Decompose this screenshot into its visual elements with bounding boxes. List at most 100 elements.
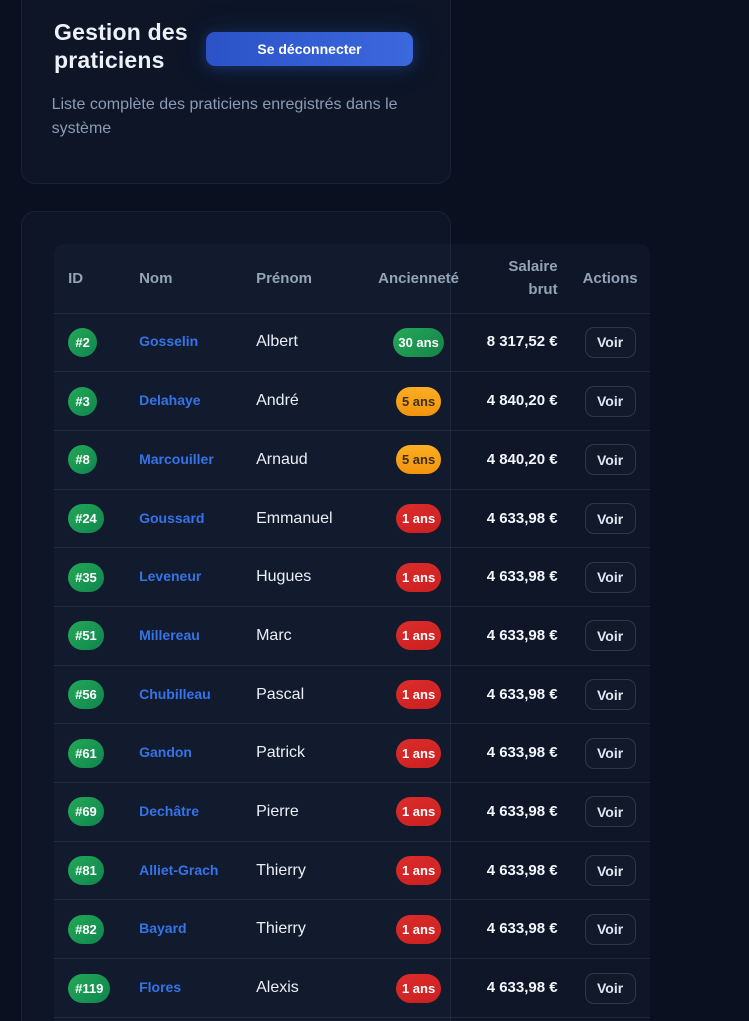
cell-id: #56 bbox=[54, 680, 125, 710]
cell-prenom: Marc bbox=[243, 627, 367, 645]
anciennete-badge: 30 ans bbox=[392, 327, 445, 357]
id-badge: #119 bbox=[68, 973, 111, 1003]
logout-button[interactable]: Se déconnecter bbox=[206, 32, 413, 66]
cell-nom: Goussard bbox=[125, 510, 243, 528]
cell-anciennete: 1 ans bbox=[367, 797, 471, 827]
table-row: #3 Delahaye André 5 ans 4 840,20 € Voir bbox=[53, 371, 650, 430]
salaire-text: 4 633,98 € bbox=[486, 568, 558, 586]
cell-salaire: 4 633,98 € bbox=[471, 920, 571, 938]
table-row-partial bbox=[53, 1016, 650, 1021]
practitioners-table: ID Nom Prénom Ancienneté Salaire brut Ac… bbox=[53, 244, 650, 1021]
nom-link[interactable]: Flores bbox=[139, 979, 182, 995]
page-title: Gestion des praticiens bbox=[54, 19, 188, 73]
prenom-text: André bbox=[256, 392, 299, 410]
prenom-text: Hugues bbox=[256, 568, 312, 586]
nom-link[interactable]: Goussard bbox=[139, 509, 205, 526]
table-row: #8 Marcouiller Arnaud 5 ans 4 840,20 € V… bbox=[53, 429, 650, 489]
salaire-text: 4 633,98 € bbox=[486, 979, 558, 996]
cell-id: #61 bbox=[54, 738, 125, 768]
voir-button[interactable]: Voir bbox=[584, 913, 636, 945]
cell-nom: Flores bbox=[125, 979, 243, 997]
cell-prenom: Pierre bbox=[243, 803, 367, 821]
prenom-text: Emmanuel bbox=[256, 509, 333, 527]
cell-salaire: 4 633,98 € bbox=[471, 803, 571, 821]
cell-anciennete: 1 ans bbox=[367, 973, 471, 1003]
anciennete-badge: 5 ans bbox=[396, 445, 441, 475]
prenom-text: Pascal bbox=[256, 685, 305, 703]
column-header-prenom: Prénom bbox=[256, 269, 312, 287]
anciennete-badge: 1 ans bbox=[396, 562, 441, 592]
nom-link[interactable]: Chubilleau bbox=[139, 685, 211, 702]
cell-salaire: 4 633,98 € bbox=[471, 510, 571, 528]
cell-id: #81 bbox=[54, 856, 125, 886]
cell-salaire: 8 317,52 € bbox=[471, 333, 571, 351]
cell-anciennete: 1 ans bbox=[367, 621, 471, 651]
voir-button[interactable]: Voir bbox=[584, 972, 636, 1004]
salaire-text: 8 317,52 € bbox=[486, 333, 558, 351]
nom-link[interactable]: Millereau bbox=[139, 626, 200, 643]
salaire-text: 4 633,98 € bbox=[486, 744, 558, 762]
nom-link[interactable]: Alliet-Grach bbox=[139, 861, 219, 878]
cell-prenom: Emmanuel bbox=[243, 510, 367, 528]
cell-actions: Voir bbox=[571, 385, 650, 417]
cell-nom: Millereau bbox=[125, 627, 243, 645]
nom-link[interactable]: Dechâtre bbox=[139, 802, 200, 819]
salaire-text: 4 633,98 € bbox=[486, 920, 558, 938]
voir-button[interactable]: Voir bbox=[584, 679, 636, 711]
voir-button[interactable]: Voir bbox=[584, 855, 636, 887]
cell-nom: Delahaye bbox=[125, 392, 243, 410]
table-row: #24 Goussard Emmanuel 1 ans 4 633,98 € V… bbox=[53, 488, 650, 548]
cell-nom: Gosselin bbox=[125, 333, 243, 351]
id-badge: #3 bbox=[68, 386, 98, 416]
salaire-text: 4 633,98 € bbox=[486, 802, 558, 820]
prenom-text: Albert bbox=[256, 333, 298, 351]
cell-prenom: Thierry bbox=[243, 862, 367, 880]
cell-prenom: Hugues bbox=[243, 568, 367, 586]
voir-button[interactable]: Voir bbox=[584, 561, 636, 593]
salaire-text: 4 633,98 € bbox=[486, 626, 558, 644]
voir-button[interactable]: Voir bbox=[584, 503, 636, 534]
cell-actions: Voir bbox=[571, 444, 650, 476]
column-header-id: ID bbox=[68, 269, 84, 287]
salaire-text: 4 633,98 € bbox=[486, 861, 558, 879]
voir-button[interactable]: Voir bbox=[584, 385, 636, 417]
voir-button[interactable]: Voir bbox=[584, 326, 636, 358]
cell-id: #3 bbox=[54, 386, 125, 416]
id-badge: #82 bbox=[68, 914, 104, 944]
anciennete-badge: 1 ans bbox=[396, 504, 441, 533]
salaire-text: 4 633,98 € bbox=[486, 509, 558, 527]
cell-id: #2 bbox=[54, 327, 125, 357]
cell-id: #24 bbox=[54, 504, 125, 533]
table-card: ID Nom Prénom Ancienneté Salaire brut Ac… bbox=[21, 211, 650, 1021]
nom-link[interactable]: Gosselin bbox=[139, 333, 199, 350]
id-badge: #61 bbox=[68, 738, 104, 768]
nom-link[interactable]: Leveneur bbox=[139, 568, 202, 585]
anciennete-badge: 1 ans bbox=[396, 680, 441, 710]
cell-id: #69 bbox=[54, 797, 125, 827]
id-badge: #24 bbox=[68, 504, 104, 533]
cell-anciennete: 1 ans bbox=[367, 856, 471, 886]
id-badge: #56 bbox=[68, 680, 104, 710]
cell-prenom: Alexis bbox=[243, 979, 367, 997]
table-row: #51 Millereau Marc 1 ans 4 633,98 € Voir bbox=[53, 606, 650, 665]
nom-link[interactable]: Bayard bbox=[139, 920, 187, 937]
cell-nom: Alliet-Grach bbox=[125, 862, 243, 880]
anciennete-badge: 1 ans bbox=[396, 621, 441, 651]
cell-actions: Voir bbox=[571, 679, 650, 711]
nom-link[interactable]: Marcouiller bbox=[139, 450, 214, 467]
prenom-text: Arnaud bbox=[256, 450, 308, 468]
table-header-row: ID Nom Prénom Ancienneté Salaire brut Ac… bbox=[54, 244, 650, 313]
cell-prenom: André bbox=[243, 392, 367, 410]
table-row: #61 Gandon Patrick 1 ans 4 633,98 € Voir bbox=[53, 723, 650, 782]
cell-anciennete: 1 ans bbox=[367, 562, 471, 592]
nom-link[interactable]: Delahaye bbox=[139, 392, 201, 409]
voir-button[interactable]: Voir bbox=[584, 620, 636, 652]
voir-button[interactable]: Voir bbox=[584, 444, 636, 476]
cell-prenom: Patrick bbox=[243, 744, 367, 762]
cell-nom: Marcouiller bbox=[125, 451, 243, 469]
nom-link[interactable]: Gandon bbox=[139, 744, 192, 761]
voir-button[interactable]: Voir bbox=[584, 796, 636, 828]
page-subtitle: Liste complète des praticiens enregistré… bbox=[51, 96, 398, 137]
voir-button[interactable]: Voir bbox=[584, 737, 636, 769]
